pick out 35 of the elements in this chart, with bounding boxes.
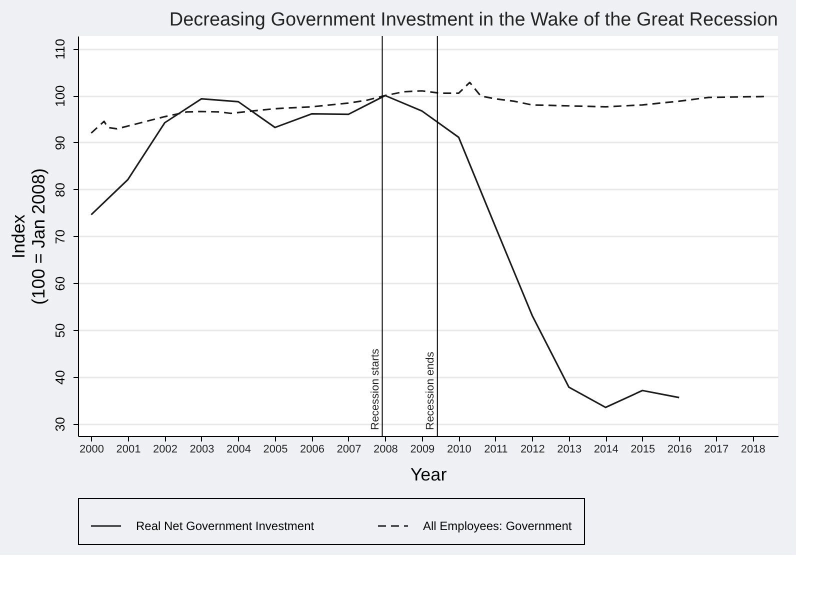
y-tick-label: 50 (52, 323, 68, 338)
x-tick-label: 2017 (704, 444, 729, 456)
y-tick-label: 100 (52, 85, 68, 107)
y-tick-label: 80 (52, 182, 68, 198)
legend-label: All Employees: Government (423, 519, 572, 533)
y-axis-title: Index (100 = Jan 2008) (8, 168, 48, 305)
x-tick-label: 2013 (557, 444, 582, 456)
y-tick-label: 60 (52, 276, 68, 291)
x-tick-label: 2014 (594, 444, 618, 456)
ref-line-label: Recession starts (369, 348, 382, 430)
x-tick-label: 2003 (190, 444, 214, 456)
x-axis-title: Year (410, 464, 447, 484)
x-tick-label: 2004 (226, 444, 251, 456)
x-tick-label: 2012 (520, 444, 545, 456)
x-tick-label: 2011 (484, 444, 508, 456)
x-tick-label: 2000 (79, 444, 104, 456)
x-tick-label: 2001 (116, 444, 141, 456)
y-tick-label: 90 (52, 136, 68, 150)
x-tick-label: 2015 (630, 444, 656, 456)
x-tick-label: 2008 (373, 444, 398, 456)
x-tick-label: 2002 (152, 444, 178, 456)
y-tick-label: 40 (52, 370, 68, 385)
chart-title: Decreasing Government Investment in the Wake of the Great Recession (169, 10, 778, 30)
x-tick-label: 2006 (300, 444, 324, 456)
x-tick-label: 2016 (667, 444, 692, 456)
x-tick-label: 2005 (263, 444, 288, 456)
y-tick-label: 30 (52, 417, 68, 432)
x-tick-label: 2007 (336, 444, 362, 456)
y-tick-label: 110 (52, 38, 68, 60)
ref-line-label: Recession ends (424, 351, 436, 430)
legend-label: Real Net Government Investment (136, 519, 315, 533)
x-tick-label: 2018 (740, 444, 766, 456)
x-tick-label: 2009 (410, 444, 435, 456)
y-tick-label: 70 (52, 230, 68, 244)
x-tick-label: 2010 (446, 444, 472, 456)
